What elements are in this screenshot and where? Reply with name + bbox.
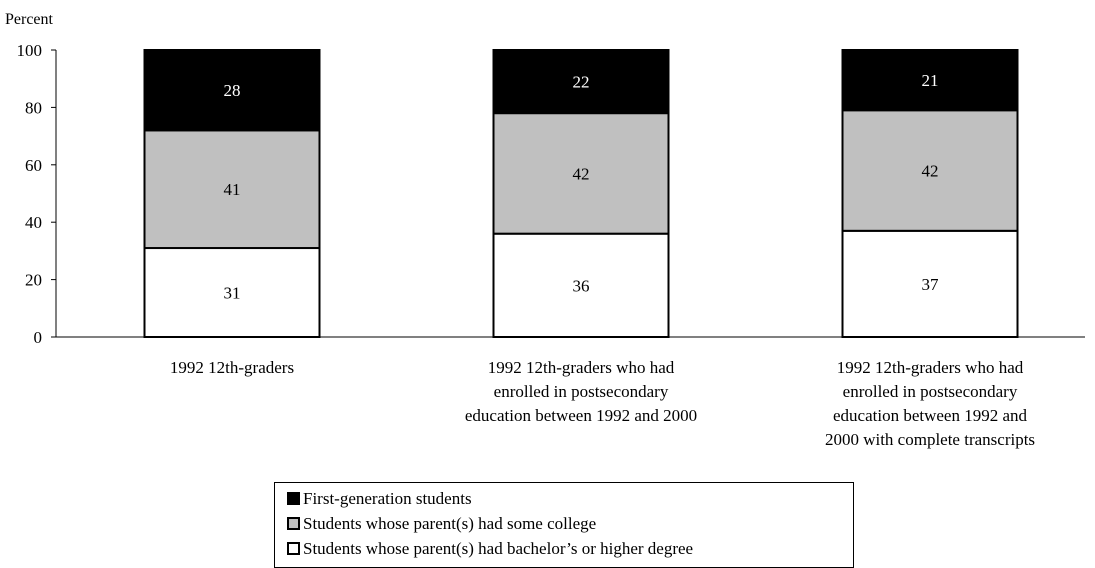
data-label: 42 — [573, 164, 590, 183]
bars-group: 31 41 28 36 42 22 37 42 21 — [143, 49, 1019, 338]
y-tick-label: 0 — [34, 328, 43, 347]
y-tick-label: 20 — [25, 271, 42, 290]
legend-swatch-icon — [287, 492, 300, 505]
bar-segment — [841, 49, 1019, 112]
y-tick-label: 60 — [25, 156, 42, 175]
bar-segment — [143, 129, 321, 250]
data-label: 28 — [224, 81, 241, 100]
bar-segment — [841, 109, 1019, 232]
legend-swatch-icon — [287, 542, 300, 555]
x-tick-label: 1992 12th-graders who had — [837, 358, 1024, 377]
data-label: 42 — [922, 162, 939, 181]
y-tick-label: 40 — [25, 213, 42, 232]
legend-label: First-generation students — [303, 489, 472, 508]
x-tick-label: education between 1992 and — [833, 406, 1028, 425]
legend-swatch-icon — [287, 517, 300, 530]
y-axis-label: Percent — [5, 11, 54, 28]
x-tick-label: 1992 12th-graders — [170, 358, 294, 377]
x-tick-label: enrolled in postsecondary — [843, 382, 1018, 401]
legend-item-bachelors: Students whose parent(s) had bachelor’s … — [287, 536, 853, 561]
data-label: 21 — [922, 71, 939, 90]
bar-segment — [492, 49, 670, 115]
legend-label: Students whose parent(s) had some colleg… — [303, 514, 597, 533]
data-label: 37 — [922, 275, 940, 294]
data-label: 36 — [573, 276, 590, 295]
x-tick-label: enrolled in postsecondary — [494, 382, 669, 401]
x-tick-label: 1992 12th-graders who had — [488, 358, 675, 377]
bar-segment — [143, 49, 321, 132]
legend-item-some-college: Students whose parent(s) had some colleg… — [287, 511, 853, 536]
bar-segment — [143, 247, 321, 338]
data-label: 41 — [224, 180, 241, 199]
data-label: 22 — [573, 73, 590, 92]
bar-segment — [841, 229, 1019, 338]
legend-label: Students whose parent(s) had bachelor’s … — [303, 539, 694, 558]
x-tick-label: education between 1992 and 2000 — [465, 406, 697, 425]
legend-item-first-generation: First-generation students — [287, 486, 853, 511]
x-tick-labels: 1992 12th-graders 1992 12th-graders who h… — [170, 358, 1035, 449]
data-label: 31 — [224, 284, 241, 303]
y-tick-label: 80 — [25, 98, 42, 117]
x-tick-label: 2000 with complete transcripts — [825, 430, 1035, 449]
y-tick-label: 100 — [17, 41, 43, 60]
legend: First-generation students Students whose… — [274, 482, 854, 568]
